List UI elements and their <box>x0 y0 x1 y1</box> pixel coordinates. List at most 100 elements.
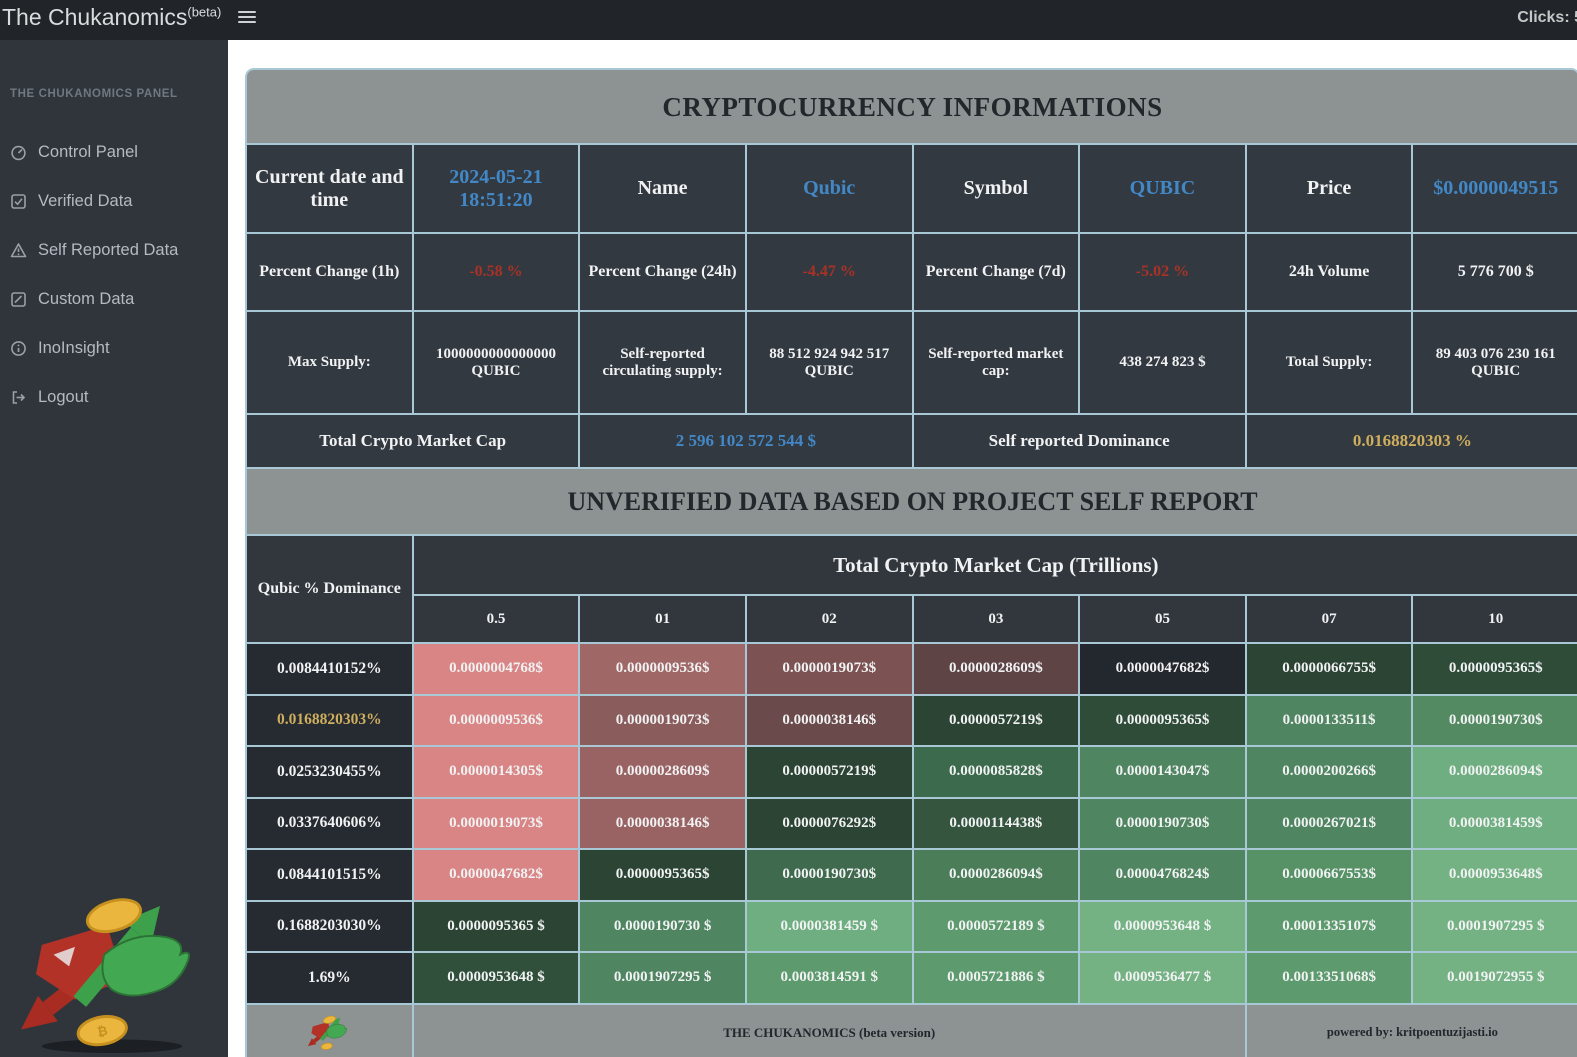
sidebar-item-label: InoInsight <box>38 339 110 357</box>
sidebar: THE CHUKANOMICS PANEL Control Panel Veri… <box>0 40 228 1057</box>
sidebar-item-inoinsight[interactable]: InoInsight <box>0 324 228 373</box>
matrix-cell: 0.0000143047$ <box>1078 745 1247 799</box>
matrix-cell: 0.0000057219$ <box>911 693 1081 747</box>
sidebar-panel-label: THE CHUKANOMICS PANEL <box>10 88 178 100</box>
matrix-cell: 0.0000066755$ <box>1244 642 1414 696</box>
matrix-cell: 0.0000200266$ <box>1244 745 1414 799</box>
sidebar-item-label: Control Panel <box>38 143 138 161</box>
matrix-cell: 0.0000047682$ <box>411 848 581 902</box>
dominance-cell: 1.69% <box>245 951 414 1005</box>
sidebar-item-label: Self Reported Data <box>38 241 179 259</box>
matrix-cell: 0.0003814591 $ <box>744 951 914 1005</box>
matrix-cell: 0.0000476824$ <box>1078 848 1247 902</box>
value-pct-change-24h: -4.47 % <box>744 232 914 312</box>
matrix-cell: 0.0000953648 $ <box>1078 899 1247 953</box>
matrix-cell: 0.0000004768$ <box>411 642 581 696</box>
unverified-section-title: UNVERIFIED DATA BASED ON PROJECT SELF RE… <box>245 469 1577 534</box>
sidebar-item-label: Custom Data <box>38 290 135 308</box>
value-total-supply: 89 403 076 230 161 QUBIC <box>1411 310 1577 415</box>
matrix-cell: 0.0013351068$ <box>1244 951 1414 1005</box>
info-table-title: CRYPTOCURRENCY INFORMATIONS <box>245 68 1577 143</box>
sidebar-item-label: Verified Data <box>38 192 133 210</box>
value-self-reported-dominance: 0.0168820303 % <box>1244 413 1577 469</box>
clicks-counter: Clicks: 5 <box>1517 9 1577 26</box>
matrix-cell: 0.0001907295 $ <box>1411 899 1577 953</box>
matrix-cell: 0.0000085828$ <box>911 745 1081 799</box>
dominance-cell: 0.1688203030% <box>245 899 414 953</box>
value-max-supply: 1000000000000000 QUBIC <box>411 310 581 415</box>
label-pct-change-1h: Percent Change (1h) <box>245 232 414 312</box>
matrix-cell: 0.0000014305$ <box>411 745 581 799</box>
matrix-cell: 0.0000009536$ <box>411 693 581 747</box>
sidebar-item-custom-data[interactable]: Custom Data <box>0 275 228 324</box>
matrix-cell: 0.0000667553$ <box>1244 848 1414 902</box>
matrix-cell: 0.0000381459$ <box>1411 796 1577 850</box>
label-24h-volume: 24h Volume <box>1244 232 1414 312</box>
matrix-cell: 0.0000038146$ <box>744 693 914 747</box>
app-title: The Chukanomics(beta) <box>2 4 221 31</box>
matrix-cell: 0.0001335107$ <box>1244 899 1414 953</box>
dominance-cell: 0.0168820303% <box>245 693 414 747</box>
matrix-row: 0.0844101515% 0.0000047682$ 0.0000095365… <box>245 848 1577 902</box>
label-name: Name <box>578 143 747 234</box>
matrix-cell: 0.0000019073$ <box>411 796 581 850</box>
value-self-reported-market-cap: 438 274 823 $ <box>1078 310 1247 415</box>
dominance-matrix-table: Qubic % Dominance Total Crypto Market Ca… <box>245 534 1577 1057</box>
matrix-col-header: 02 <box>744 594 914 644</box>
app-title-text: The Chukanomics <box>2 4 188 30</box>
matrix-cell: 0.0000009536$ <box>578 642 747 696</box>
matrix-col-header: 0.5 <box>411 594 581 644</box>
label-total-supply: Total Supply: <box>1244 310 1414 415</box>
footer-brand: THE CHUKANOMICS (beta version) <box>411 1002 1247 1057</box>
matrix-cell: 0.0000028609$ <box>911 642 1081 696</box>
label-max-supply: Max Supply: <box>245 310 414 415</box>
matrix-col-header: 03 <box>911 594 1081 644</box>
matrix-cell: 0.0000038146$ <box>578 796 747 850</box>
footer-powered-by: powered by: kritpoentuzijasti.io <box>1244 1002 1577 1057</box>
dominance-cell: 0.0844101515% <box>245 848 414 902</box>
matrix-cell: 0.0000019073$ <box>744 642 914 696</box>
label-pct-change-24h: Percent Change (24h) <box>578 232 747 312</box>
value-circulating-supply: 88 512 924 942 517 QUBIC <box>744 310 914 415</box>
value-pct-change-7d: -5.02 % <box>1078 232 1247 312</box>
edit-square-icon <box>11 292 26 307</box>
value-total-crypto-market-cap: 2 596 102 572 544 $ <box>578 413 914 469</box>
sidebar-item-verified-data[interactable]: Verified Data <box>0 177 228 226</box>
matrix-cell: 0.0000095365 $ <box>411 899 581 953</box>
matrix-cell: 0.0000286094$ <box>1411 745 1577 799</box>
info-icon <box>11 341 26 356</box>
gauge-icon <box>11 145 26 161</box>
matrix-cell: 0.0019072955 $ <box>1411 951 1577 1005</box>
logout-icon <box>12 391 26 404</box>
warning-icon <box>10 243 27 258</box>
matrix-cell: 0.0009536477 $ <box>1078 951 1247 1005</box>
label-circulating-supply: Self-reported circulating supply: <box>578 310 747 415</box>
value-24h-volume: 5 776 700 $ <box>1411 232 1577 312</box>
top-bar: The Chukanomics(beta) Clicks: 5 <box>0 0 1577 40</box>
matrix-cell: 0.0000286094$ <box>911 848 1081 902</box>
sidebar-item-self-reported-data[interactable]: Self Reported Data <box>0 226 228 275</box>
sidebar-item-label: Logout <box>38 388 89 406</box>
matrix-col-header: 01 <box>578 594 747 644</box>
sidebar-item-control-panel[interactable]: Control Panel <box>0 128 228 177</box>
matrix-cell: 0.0005721886 $ <box>911 951 1081 1005</box>
matrix-cell: 0.0000190730$ <box>744 848 914 902</box>
matrix-cell: 0.0000190730 $ <box>578 899 747 953</box>
matrix-cell: 0.0000267021$ <box>1244 796 1414 850</box>
label-symbol: Symbol <box>911 143 1081 234</box>
sidebar-item-logout[interactable]: Logout <box>0 373 228 422</box>
hamburger-menu-icon[interactable] <box>238 11 256 25</box>
matrix-cell: 0.0000190730$ <box>1411 693 1577 747</box>
matrix-group-header: Total Crypto Market Cap (Trillions) <box>411 534 1577 596</box>
label-current-datetime: Current date and time <box>245 143 414 234</box>
matrix-cell: 0.0000114438$ <box>911 796 1081 850</box>
matrix-row: 0.0253230455% 0.0000014305$ 0.0000028609… <box>245 745 1577 799</box>
value-pct-change-1h: -0.58 % <box>411 232 581 312</box>
matrix-row: 0.0337640606% 0.0000019073$ 0.0000038146… <box>245 796 1577 850</box>
matrix-cell: 0.0000095365$ <box>1078 693 1247 747</box>
bull-bear-logo-small <box>308 1015 348 1050</box>
table-footer-row: THE CHUKANOMICS (beta version) powered b… <box>245 1002 1577 1057</box>
label-self-reported-dominance: Self reported Dominance <box>911 413 1247 469</box>
label-total-crypto-market-cap: Total Crypto Market Cap <box>244 413 581 469</box>
matrix-cell: 0.0000095365$ <box>578 848 747 902</box>
